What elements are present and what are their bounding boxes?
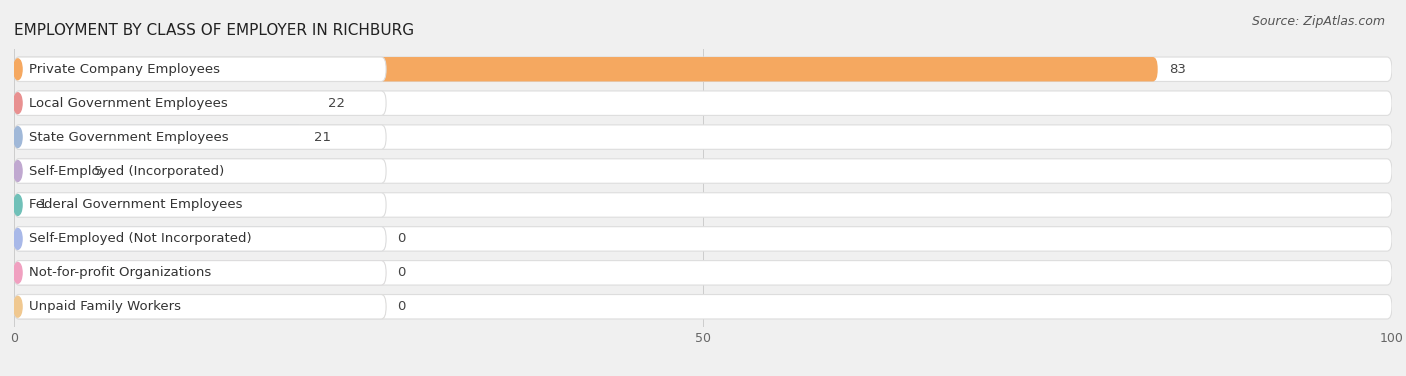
- FancyBboxPatch shape: [14, 159, 83, 183]
- Text: 22: 22: [328, 97, 346, 110]
- Text: Not-for-profit Organizations: Not-for-profit Organizations: [28, 266, 211, 279]
- FancyBboxPatch shape: [14, 227, 387, 251]
- Text: 5: 5: [94, 165, 103, 177]
- Text: 1: 1: [39, 199, 48, 211]
- FancyBboxPatch shape: [14, 91, 387, 115]
- FancyBboxPatch shape: [14, 294, 1392, 319]
- FancyBboxPatch shape: [14, 159, 387, 183]
- Circle shape: [14, 161, 22, 181]
- Text: Local Government Employees: Local Government Employees: [28, 97, 228, 110]
- FancyBboxPatch shape: [14, 294, 387, 319]
- Text: Self-Employed (Not Incorporated): Self-Employed (Not Incorporated): [28, 232, 252, 246]
- FancyBboxPatch shape: [14, 227, 1392, 251]
- FancyBboxPatch shape: [14, 57, 1392, 82]
- Text: 21: 21: [315, 130, 332, 144]
- Text: Federal Government Employees: Federal Government Employees: [28, 199, 242, 211]
- Circle shape: [14, 127, 22, 147]
- Text: Unpaid Family Workers: Unpaid Family Workers: [28, 300, 180, 313]
- Text: Source: ZipAtlas.com: Source: ZipAtlas.com: [1251, 15, 1385, 28]
- Circle shape: [14, 195, 22, 215]
- FancyBboxPatch shape: [14, 91, 1392, 115]
- FancyBboxPatch shape: [14, 57, 1157, 82]
- Text: EMPLOYMENT BY CLASS OF EMPLOYER IN RICHBURG: EMPLOYMENT BY CLASS OF EMPLOYER IN RICHB…: [14, 23, 415, 38]
- Text: 0: 0: [396, 300, 405, 313]
- FancyBboxPatch shape: [14, 91, 318, 115]
- Circle shape: [14, 229, 22, 249]
- Circle shape: [14, 262, 22, 283]
- FancyBboxPatch shape: [14, 193, 387, 217]
- Circle shape: [14, 93, 22, 114]
- FancyBboxPatch shape: [14, 125, 304, 149]
- FancyBboxPatch shape: [14, 193, 1392, 217]
- Text: 0: 0: [396, 232, 405, 246]
- Text: Self-Employed (Incorporated): Self-Employed (Incorporated): [28, 165, 224, 177]
- FancyBboxPatch shape: [14, 125, 387, 149]
- FancyBboxPatch shape: [14, 193, 28, 217]
- FancyBboxPatch shape: [14, 261, 387, 285]
- Circle shape: [14, 296, 22, 317]
- Text: State Government Employees: State Government Employees: [28, 130, 228, 144]
- FancyBboxPatch shape: [14, 294, 387, 319]
- FancyBboxPatch shape: [14, 159, 1392, 183]
- Text: 83: 83: [1168, 63, 1185, 76]
- FancyBboxPatch shape: [14, 261, 387, 285]
- FancyBboxPatch shape: [14, 227, 387, 251]
- FancyBboxPatch shape: [14, 57, 387, 82]
- FancyBboxPatch shape: [14, 261, 1392, 285]
- Text: Private Company Employees: Private Company Employees: [28, 63, 219, 76]
- Circle shape: [14, 59, 22, 80]
- FancyBboxPatch shape: [14, 125, 1392, 149]
- Text: 0: 0: [396, 266, 405, 279]
